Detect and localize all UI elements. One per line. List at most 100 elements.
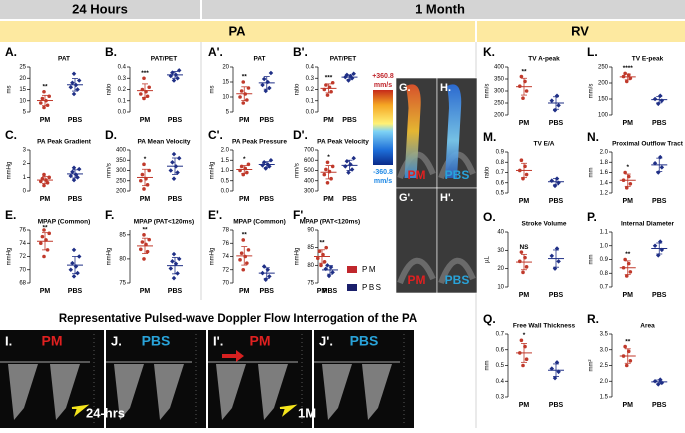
time-label: 1M [298,405,316,420]
data-point [139,247,143,252]
section-band [0,21,475,42]
y-tick-label: 2.5 [600,363,609,369]
y-tick-label: 85 [307,245,314,251]
y-tick-label: 200 [494,113,505,119]
data-point [624,186,629,190]
data-point [652,96,658,102]
data-point [171,176,177,181]
y-tick-label: 3 [23,148,27,154]
data-point [519,74,524,79]
y-axis-label: µL [485,255,491,262]
y-tick-label: 0.3 [118,76,127,82]
image-label: PBS [142,333,171,349]
significance: ** [242,74,248,81]
y-tick-label: 0.8 [600,271,609,277]
panel-title: PA Peak Gradient [37,139,92,146]
data-point [260,82,265,88]
x-tick-label: PM [40,117,51,124]
data-point [263,166,269,171]
y-tick-label: 0.0 [306,110,315,116]
panel-letter: R. [587,312,599,326]
image-label: PBS [445,273,470,287]
data-point [659,165,665,170]
data-point [351,155,356,161]
y-tick-label: 30 [497,248,504,254]
y-tick-label: 20 [497,266,504,272]
panel-title: Area [640,323,655,330]
data-point [652,378,658,384]
x-tick-label: PBS [323,288,338,295]
data-point [519,338,524,343]
significance: * [144,156,147,163]
data-point [238,258,242,262]
y-tick-label: 1.8 [600,160,609,166]
image-letter: H. [440,82,451,94]
y-tick-label: 0.0 [221,189,230,195]
x-tick-label: PBS [68,196,83,203]
data-point [652,243,658,249]
y-axis-label: mm/s [485,84,491,99]
legend-swatch [347,284,357,291]
y-tick-label: 0.4 [118,65,127,71]
x-tick-label: PM [623,120,634,127]
data-point [524,357,529,362]
panel-title: PA Peak Velocity [317,139,369,146]
panel-title: PAT/PET [151,56,178,63]
scale-label: -360.8 [373,169,393,176]
y-tick-label: 0.7 [600,285,609,291]
data-point [171,251,177,257]
panel-letter: O. [483,210,496,224]
data-point [267,274,272,279]
image-letter: I. [5,333,12,348]
data-point [171,151,177,157]
waveform [50,364,80,420]
y-tick-label: 600 [304,158,315,164]
header-band [0,0,200,19]
y-tick-label: 76 [19,228,26,234]
x-tick-label: PM [140,288,151,295]
data-point [519,250,524,254]
x-tick-label: PBS [342,117,357,124]
y-tick-label: 0.2 [118,87,127,93]
y-tick-label: 72 [19,254,26,260]
data-point [624,79,629,84]
data-point [521,270,525,275]
y-tick-label: 78 [222,228,229,234]
significance: **** [623,65,634,72]
y-tick-label: 85 [119,232,126,238]
data-point [76,166,82,172]
y-tick-label: 2 [23,161,27,167]
x-tick-label: PM [239,288,250,295]
y-tick-label: 1.5 [221,158,230,164]
y-tick-label: 0.3 [306,76,315,82]
panel-letter: F'. [293,208,307,222]
panel-letter: C'. [208,128,223,142]
data-point [245,98,249,102]
y-tick-label: 70 [222,281,229,287]
y-tick-label: 74 [19,241,26,247]
y-tick-label: 1.1 [600,230,609,236]
data-point [524,172,529,177]
arrow [222,350,244,362]
data-point [176,68,182,73]
significance: * [243,156,246,163]
data-point [524,89,529,93]
image-letter: G'. [399,192,413,204]
y-tick-label: 72 [222,267,229,273]
data-point [552,183,558,189]
y-axis-label: mmHg [295,248,301,266]
waveform [8,364,38,420]
significance: ** [625,338,631,345]
data-point [142,76,146,81]
x-tick-label: PBS [342,196,357,203]
data-point [624,274,629,278]
y-tick-label: 0.1 [306,98,315,104]
data-point [324,245,329,250]
panel-letter: B. [105,45,117,59]
image-letter: I'. [213,333,223,348]
panel-title: PA Mean Velocity [137,139,190,146]
x-tick-label: PBS [652,198,667,205]
data-point [322,172,327,177]
section-band [477,21,685,42]
